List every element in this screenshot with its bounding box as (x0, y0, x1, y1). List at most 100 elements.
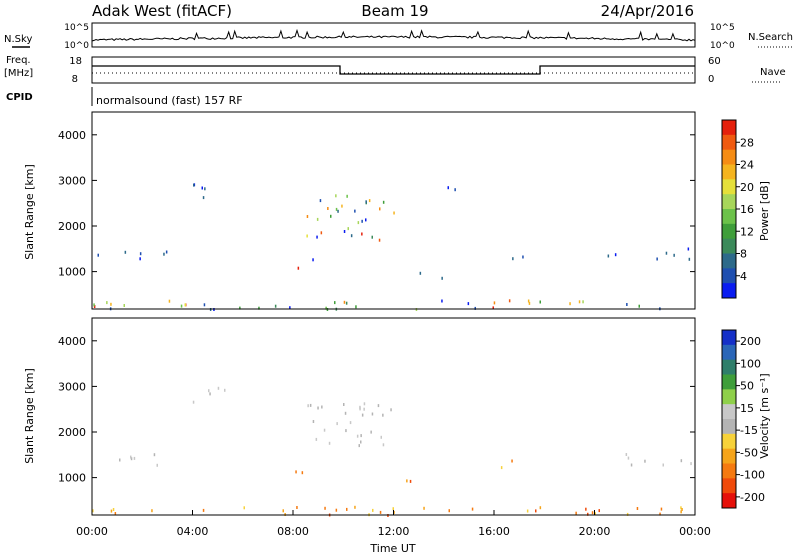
y-tick-label: 4000 (58, 335, 86, 348)
scatter-point (688, 257, 691, 261)
scatter-point (165, 250, 168, 254)
velocity-x-ticks: 00:00 04:00 08:00 12:00 16:00 20:00 00:00 (76, 510, 711, 538)
noise-tick-left-high: 10^5 (64, 23, 89, 33)
scatter-point (681, 508, 683, 511)
scatter-point (382, 443, 385, 447)
mhz-label: [MHz] (4, 68, 33, 79)
noise-tick-right-low: 10^0 (710, 41, 735, 51)
scatter-point (528, 301, 531, 305)
velocity-xlabel: Time UT (369, 542, 415, 554)
scatter-point (192, 400, 195, 404)
scatter-point (493, 301, 496, 305)
scatter-point (569, 302, 571, 306)
colorbar-segment (722, 223, 736, 240)
x-tick-label: 20:00 (579, 525, 611, 538)
scatter-point (224, 388, 226, 392)
scatter-point (380, 435, 382, 439)
scatter-point (372, 508, 374, 512)
x-tick-label: 00:00 (679, 525, 711, 538)
scatter-point (327, 207, 329, 210)
scatter-point (306, 215, 309, 218)
scatter-point (323, 428, 326, 432)
scatter-point (638, 304, 640, 308)
scatter-point (379, 207, 381, 211)
scatter-point (130, 455, 132, 459)
scatter-point (139, 257, 141, 261)
y-tick-label: 1000 (58, 472, 86, 485)
scatter-point (522, 255, 524, 259)
scatter-point (306, 234, 308, 238)
scatter-point (335, 207, 338, 211)
colorbar-segment (722, 120, 736, 136)
nsky-label: N.Sky (4, 34, 32, 45)
scatter-point (360, 434, 362, 438)
scatter-point (347, 227, 349, 231)
scatter-point (392, 507, 394, 511)
scatter-point (690, 462, 692, 466)
scatter-point (419, 271, 422, 275)
scatter-point (153, 453, 156, 457)
colorbar-segment (722, 179, 736, 195)
scatter-point (321, 405, 323, 409)
scatter-point (409, 479, 412, 483)
scatter-point (156, 463, 158, 467)
scatter-point (320, 231, 323, 235)
colorbar-tick-label: 50 (740, 380, 754, 393)
power-scatter (93, 183, 691, 311)
colorbar-segment (722, 374, 736, 390)
colorbar-segment (722, 478, 736, 494)
scatter-point (193, 183, 195, 187)
colorbar-tick-label: -200 (740, 491, 765, 504)
scatter-point (535, 509, 537, 513)
scatter-point (625, 453, 628, 456)
noise-panel (91, 22, 696, 48)
scatter-point (354, 209, 356, 213)
scatter-point (295, 470, 297, 474)
scatter-point (371, 412, 374, 416)
colorbar-segment (722, 149, 736, 165)
colorbar-segment (722, 209, 736, 225)
velocity-colorbar-label: Velocity [m s⁻¹] (758, 373, 771, 458)
scatter-point (598, 509, 600, 513)
scatter-point (344, 411, 347, 415)
scatter-point (371, 235, 373, 239)
scatter-point (301, 471, 304, 475)
x-tick-label: 16:00 (478, 525, 510, 538)
scatter-point (201, 186, 203, 190)
scatter-point (527, 299, 530, 303)
scatter-point (349, 421, 352, 425)
scatter-point (328, 441, 331, 445)
freq-tick-right-low: 0 (708, 74, 714, 85)
scatter-point (365, 200, 367, 204)
scatter-point (363, 402, 366, 406)
scatter-point (324, 506, 326, 510)
scatter-point (209, 392, 211, 396)
colorbar-segment (722, 330, 736, 346)
scatter-point (539, 506, 542, 510)
scatter-point (585, 507, 587, 511)
scatter-point (358, 444, 360, 448)
colorbar-tick-label: 100 (740, 357, 761, 370)
scatter-point (662, 463, 664, 467)
noise-trace (91, 28, 696, 42)
cpid-label: CPID (6, 92, 33, 103)
scatter-point (341, 204, 343, 208)
scatter-point (578, 300, 581, 304)
scatter-point (673, 253, 675, 257)
colorbar-tick-label: 200 (740, 335, 761, 348)
scatter-point (539, 300, 541, 304)
colorbar-segment (722, 283, 736, 299)
scatter-point (123, 304, 125, 307)
scatter-point (92, 509, 94, 513)
noise-tick-right-high: 10^5 (710, 23, 735, 33)
colorbar-tick-label: 4 (740, 270, 747, 283)
y-tick-label: 2000 (58, 220, 86, 233)
scatter-point (471, 507, 474, 511)
scatter-point (316, 235, 318, 239)
scatter-point (93, 303, 95, 307)
scatter-point (202, 508, 205, 512)
scatter-point (377, 404, 380, 408)
scatter-point (354, 505, 356, 509)
scatter-point (309, 403, 312, 407)
date-title: 24/Apr/2016 (601, 2, 694, 20)
